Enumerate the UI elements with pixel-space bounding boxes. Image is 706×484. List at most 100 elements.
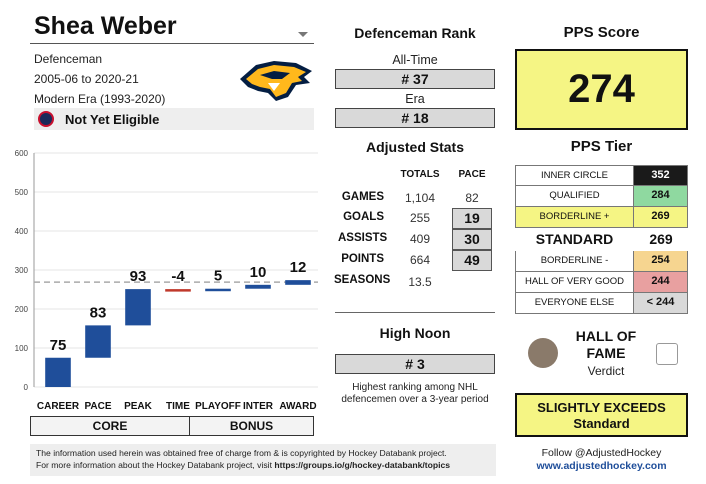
website-link[interactable]: www.adjustedhockey.com xyxy=(536,460,667,472)
y-tick-label: 400 xyxy=(15,227,29,236)
verdict-line-1: SLIGHTLY EXCEEDS xyxy=(537,400,666,415)
tier-label: INNER CIRCLE xyxy=(540,170,609,181)
bar-career xyxy=(45,357,71,387)
era-label: Era xyxy=(405,92,425,106)
pps-tier-title: PPS Tier xyxy=(570,138,633,155)
tier-label: STANDARD xyxy=(535,231,614,247)
pace-header: PACE xyxy=(458,169,486,180)
note-line-2: For more information about the Hockey Da… xyxy=(36,460,490,472)
bar-award xyxy=(285,280,311,285)
all-time-rank: # 37 xyxy=(335,69,495,89)
stat-pace-points: 49 xyxy=(452,250,492,271)
pps-score-title: PPS Score xyxy=(563,24,640,41)
category-label-playoff: PLAYOFF xyxy=(195,401,241,412)
category-label-peak: PEAK xyxy=(124,401,153,412)
stat-label-goals: GOALS xyxy=(343,211,384,223)
name-underline xyxy=(30,43,314,44)
follow-twitter[interactable]: Follow @AdjustedHockey xyxy=(541,447,662,459)
pps-tier-table: INNER CIRCLE 352 QUALIFIED 284 BORDERLINE + 2… xyxy=(515,165,688,314)
y-tick-label: 200 xyxy=(15,305,29,314)
hof-verdict-box: SLIGHTLY EXCEEDS Standard xyxy=(515,393,688,437)
hof-verdict-title: HALL OF FAME xyxy=(570,328,642,362)
stat-label-seasons: SEASONS xyxy=(334,274,391,286)
stat-pace-assists: 30 xyxy=(452,229,492,250)
value-label-peak: 93 xyxy=(130,268,147,285)
category-label-pace: PACE xyxy=(84,401,111,412)
bar-playoff xyxy=(205,288,231,292)
note-line-1: The information used herein was obtained… xyxy=(36,448,447,458)
hof-title-line-1: HALL OF xyxy=(575,328,637,344)
tier-value: 244 xyxy=(633,272,687,292)
tier-row-hall-of-very-good: HALL OF VERY GOOD 244 xyxy=(515,272,688,293)
stat-total-seasons: 13.5 xyxy=(408,275,432,289)
bar-inter xyxy=(245,284,271,289)
tier-row-borderline: BORDERLINE - 254 xyxy=(515,251,688,272)
stat-label-assists: ASSISTS xyxy=(338,232,388,244)
high-noon-title: High Noon xyxy=(379,325,451,341)
tier-label: EVERYONE ELSE xyxy=(534,297,615,308)
value-label-inter: 10 xyxy=(250,264,267,281)
category-label-time: TIME xyxy=(166,401,190,412)
category-label-award: AWARD xyxy=(279,401,316,412)
y-tick-label: 0 xyxy=(24,383,29,392)
all-time-label: All-Time xyxy=(392,53,438,67)
tier-row-borderline: BORDERLINE + 269 xyxy=(515,207,688,228)
value-label-playoff: 5 xyxy=(214,268,222,285)
hof-title-line-2: FAME xyxy=(586,345,626,361)
note-line-2-prefix: For more information about the Hockey Da… xyxy=(36,459,275,470)
y-tick-label: 100 xyxy=(15,344,29,353)
tier-value: 284 xyxy=(633,186,687,206)
player-seasons: 2005-06 to 2020-21 xyxy=(34,72,139,86)
bonus-group-label: BONUS xyxy=(189,416,314,436)
hof-eligibility-badge xyxy=(34,108,314,130)
tier-row-standard: STANDARD 269 xyxy=(515,228,688,251)
stat-total-goals: 255 xyxy=(409,211,431,225)
tier-value: 269 xyxy=(649,231,673,247)
hof-status: Not Yet Eligible xyxy=(65,112,160,127)
high-noon-rank: # 3 xyxy=(335,354,495,374)
high-noon-description: Highest ranking among NHL defencemen ove… xyxy=(341,382,489,405)
hockey-hall-of-fame-icon xyxy=(38,111,54,127)
bar-time xyxy=(165,289,191,292)
pps-waterfall-chart: 0 100 200 300 400 500 600 75 CAREER 83 PACE 93 PEAK -… xyxy=(15,149,318,412)
y-tick-label: 500 xyxy=(15,188,29,197)
tier-row-everyone-else: EVERYONE ELSE < 244 xyxy=(515,293,688,314)
tier-label: BORDERLINE + xyxy=(539,211,610,222)
player-name: Shea Weber xyxy=(34,12,177,40)
value-label-award: 12 xyxy=(290,259,307,276)
totals-header: TOTALS xyxy=(400,169,440,180)
core-group-label: CORE xyxy=(30,416,190,436)
nashville-predators-logo-icon xyxy=(240,61,312,101)
verdict-label: Verdict xyxy=(587,364,625,378)
stat-pace-games: 82 xyxy=(465,191,479,205)
value-label-pace: 83 xyxy=(90,304,107,321)
hockey-player-icon xyxy=(528,338,558,368)
pps-score-value: 274 xyxy=(515,49,688,130)
y-tick-label: 600 xyxy=(15,149,29,158)
player-era: Modern Era (1993-2020) xyxy=(34,92,166,106)
player-dropdown-arrow-icon[interactable] xyxy=(298,32,308,37)
category-label-career: CAREER xyxy=(37,401,80,412)
stat-total-games: 1,104 xyxy=(404,191,436,205)
tier-value: 254 xyxy=(633,251,687,271)
player-position: Defenceman xyxy=(34,52,103,66)
data-source-note: The information used herein was obtained… xyxy=(30,444,496,476)
adjusted-stats-title: Adjusted Stats xyxy=(365,139,464,155)
verdict-line-2: Standard xyxy=(573,416,630,431)
hof-checkbox[interactable] xyxy=(656,343,678,365)
stat-pace-goals: 19 xyxy=(452,208,492,229)
era-rank: # 18 xyxy=(335,108,495,128)
tier-label: BORDERLINE - xyxy=(540,255,609,266)
category-label-inter: INTER xyxy=(243,401,274,412)
tier-value: 352 xyxy=(633,166,687,185)
stat-label-games: GAMES xyxy=(341,191,384,203)
value-label-career: 75 xyxy=(50,337,67,354)
tier-value: 269 xyxy=(633,207,687,227)
tier-row-inner-circle: INNER CIRCLE 352 xyxy=(515,165,688,186)
y-tick-label: 300 xyxy=(15,266,29,275)
hockey-databank-link[interactable]: https://groups.io/g/hockey-databank/topi… xyxy=(274,459,451,470)
defenceman-rank-title: Defenceman Rank xyxy=(354,25,476,41)
bar-peak xyxy=(125,289,151,326)
tier-label: HALL OF VERY GOOD xyxy=(524,276,625,287)
tier-value: < 244 xyxy=(633,293,687,313)
